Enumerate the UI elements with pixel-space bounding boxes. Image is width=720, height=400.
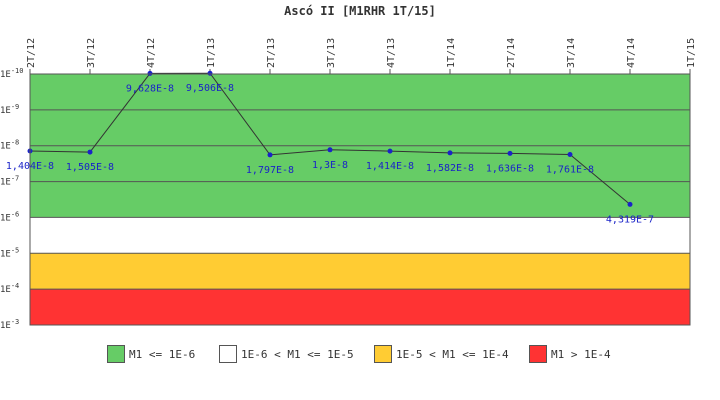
x-tick-label-6: 4T/13 xyxy=(386,38,397,68)
legend-label-green: M1 <= 1E-6 xyxy=(129,347,196,361)
x-tick-label-7: 1T/14 xyxy=(446,38,457,68)
data-label-3: 9,506E-8 xyxy=(186,83,234,94)
legend-item-green: M1 <= 1E-6 xyxy=(107,344,195,364)
data-label-10: 4,319E-7 xyxy=(606,214,654,225)
x-tick-label-10: 4T/14 xyxy=(626,38,637,68)
data-label-2: 9,628E-8 xyxy=(126,83,174,94)
y-tick-exponent-3: -7 xyxy=(11,175,19,183)
data-point-3 xyxy=(207,70,213,76)
data-label-7: 1,582E-8 xyxy=(426,163,474,174)
y-axis-ticks: 1E-10 1E-9 1E-8 1E-7 1E-6 1E-5 1E-4 1E-3 xyxy=(0,67,24,331)
data-labels: 1,404E-8 1,505E-89,628E-8 9,506E-81,797E-8… xyxy=(6,83,654,225)
y-tick-label-0: 1E-10 xyxy=(0,67,24,80)
x-axis-ticks: 2T/12 3T/12 4T/12 1T/13 2T/13 3T/13 4T/13 1T/14… xyxy=(26,38,697,74)
legend-item-white: 1E-6 < M1 <= 1E-5 xyxy=(219,344,354,364)
plot-frame xyxy=(29,73,691,326)
y-tick-exponent-4: -6 xyxy=(11,210,19,218)
x-tick-label-2: 4T/12 xyxy=(146,38,157,68)
y-tick-label-3: 1E-7 xyxy=(0,175,19,188)
chart-title: Ascó II [M1RHR 1T/15] xyxy=(284,4,436,18)
legend-label-white: 1E-6 < M1 <= 1E-5 xyxy=(241,347,354,361)
x-tick-label-1: 3T/12 xyxy=(86,38,97,68)
y-tick-exponent-7: -3 xyxy=(11,318,19,326)
x-tick-label-4: 2T/13 xyxy=(266,38,277,68)
band-2 xyxy=(30,253,690,290)
data-point-2 xyxy=(147,70,153,76)
legend-label-yellow: 1E-5 < M1 <= 1E-4 xyxy=(396,347,509,361)
data-label-5: 1,3E-8 xyxy=(312,160,348,171)
data-label-8: 1,636E-8 xyxy=(486,163,534,174)
data-label-4: 1,797E-8 xyxy=(246,165,294,176)
legend-label-red: M1 > 1E-4 xyxy=(551,347,611,361)
y-tick-exponent-1: -9 xyxy=(11,103,19,111)
x-tick-label-9: 3T/14 xyxy=(566,38,577,68)
y-tick-label-1: 1E-9 xyxy=(0,103,19,116)
y-tick-exponent-5: -5 xyxy=(11,246,19,254)
legend: M1 <= 1E-6 1E-6 < M1 <= 1E-5 1E-5 < M1 <… xyxy=(0,344,720,368)
legend-swatch-green xyxy=(107,345,125,363)
data-point-4 xyxy=(267,152,273,158)
x-tick-label-3: 1T/13 xyxy=(206,38,217,68)
band-3 xyxy=(30,289,690,325)
y-tick-exponent-2: -8 xyxy=(11,139,19,147)
data-label-9: 1,761E-8 xyxy=(546,165,594,176)
y-tick-exponent-0: -10 xyxy=(11,67,24,75)
data-label-6: 1,414E-8 xyxy=(366,161,414,172)
y-tick-label-7: 1E-3 xyxy=(0,318,19,331)
x-tick-label-0: 2T/12 xyxy=(26,38,37,68)
y-tick-label-2: 1E-8 xyxy=(0,139,19,152)
chart-svg: Ascó II [M1RHR 1T/15] 1E-101E-91E-81E-71… xyxy=(0,4,697,331)
data-point-9 xyxy=(567,152,573,158)
x-tick-label-8: 2T/14 xyxy=(506,38,517,68)
y-tick-label-5: 1E-5 xyxy=(0,246,19,259)
x-tick-label-11: 1T/15 xyxy=(686,38,697,68)
y-tick-label-6: 1E-4 xyxy=(0,282,19,295)
y-tick-exponent-6: -4 xyxy=(11,282,19,290)
y-tick-label-4: 1E-6 xyxy=(0,210,19,223)
data-point-6 xyxy=(387,148,393,154)
legend-swatch-yellow xyxy=(374,345,392,363)
data-label-1: 1,505E-8 xyxy=(66,162,114,173)
data-point-7 xyxy=(447,150,453,156)
legend-swatch-white xyxy=(219,345,237,363)
band-1 xyxy=(30,217,690,254)
legend-swatch-red xyxy=(529,345,547,363)
x-tick-label-5: 3T/13 xyxy=(326,38,337,68)
risk-bands xyxy=(30,74,690,325)
data-point-1 xyxy=(87,149,93,155)
legend-item-red: M1 > 1E-4 xyxy=(529,344,611,364)
legend-item-yellow: 1E-5 < M1 <= 1E-4 xyxy=(374,344,509,364)
data-point-10 xyxy=(627,201,633,207)
data-point-5 xyxy=(327,147,333,153)
data-point-8 xyxy=(507,150,513,156)
